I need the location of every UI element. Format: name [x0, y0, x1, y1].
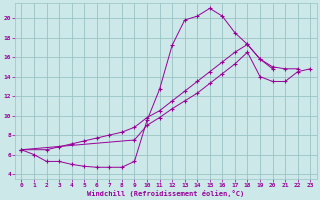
X-axis label: Windchill (Refroidissement éolien,°C): Windchill (Refroidissement éolien,°C)	[87, 190, 244, 197]
